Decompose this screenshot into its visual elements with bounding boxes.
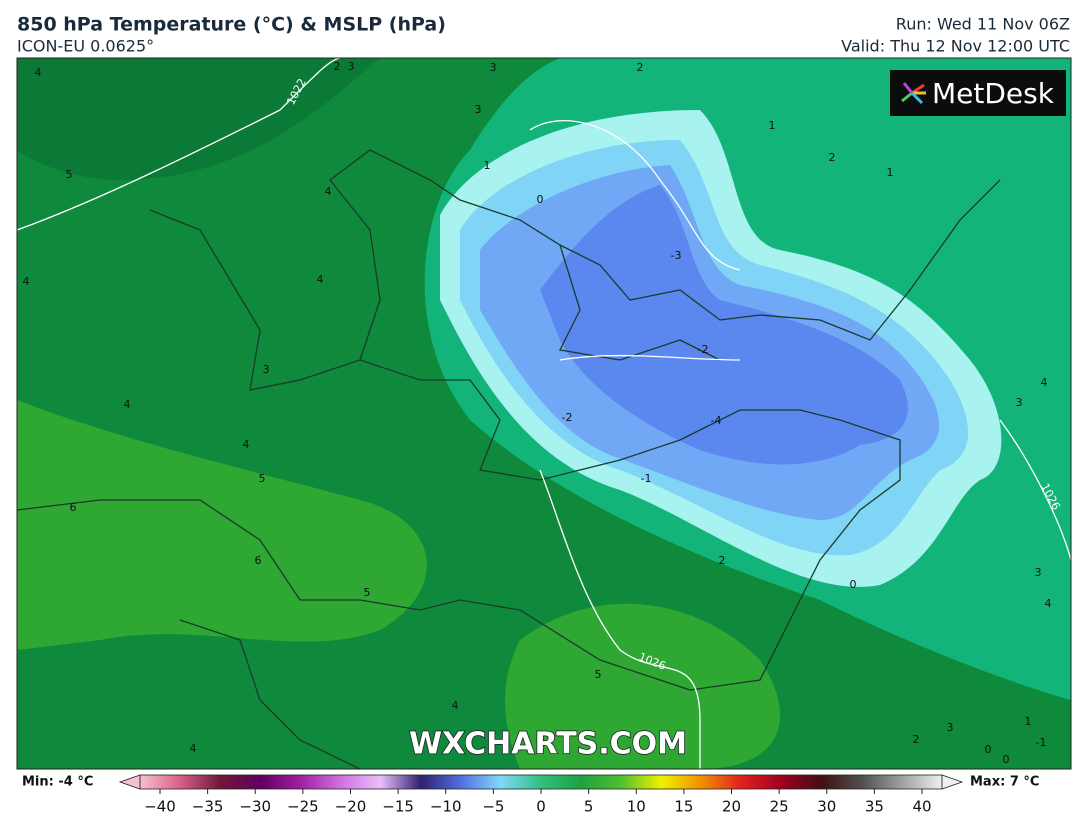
contour-label: 1 bbox=[1025, 715, 1032, 728]
contour-label: 4 bbox=[452, 699, 459, 712]
contour-label: 0 bbox=[850, 578, 857, 591]
colorbar-tick-label: −15 bbox=[382, 798, 414, 816]
contour-label: 2 bbox=[637, 61, 644, 74]
contour-label: 3 bbox=[1035, 566, 1042, 579]
watermark: WXCHARTS.COM bbox=[409, 727, 687, 762]
colorbar-tick-label: −5 bbox=[482, 798, 504, 816]
contour-label: 3 bbox=[263, 363, 270, 376]
contour-label: 4 bbox=[243, 438, 250, 451]
colorbar-tick-label: 30 bbox=[817, 798, 836, 816]
colorbar-end bbox=[941, 774, 964, 790]
valid-time: Valid: Thu 12 Nov 12:00 UTC bbox=[841, 37, 1070, 56]
warm-zone bbox=[505, 603, 780, 769]
contour-label: 6 bbox=[70, 501, 77, 514]
max-label: Max: 7 °C bbox=[970, 775, 1039, 790]
contour-label: 0 bbox=[1003, 753, 1010, 766]
contour-label: 1 bbox=[769, 119, 776, 132]
contour-label: -1 bbox=[641, 472, 652, 485]
contour-label: 2 bbox=[829, 151, 836, 164]
map-frame bbox=[16, 57, 1072, 770]
contour-label: 5 bbox=[66, 168, 73, 181]
colorbar-tick-label: −10 bbox=[430, 798, 462, 816]
colorbar-tick-label: 35 bbox=[865, 798, 884, 816]
contour-label: 1 bbox=[484, 159, 491, 172]
contour-label: 3 bbox=[947, 721, 954, 734]
contour-label: 5 bbox=[364, 586, 371, 599]
contour-label: 5 bbox=[595, 668, 602, 681]
contour-label: 5 bbox=[259, 472, 266, 485]
colorbar-tick-label: −40 bbox=[144, 798, 176, 816]
colorbar-tick-label: 25 bbox=[770, 798, 789, 816]
contour-label: 4 bbox=[35, 66, 42, 79]
contour-label: 3 bbox=[475, 103, 482, 116]
logo-icon bbox=[901, 82, 926, 105]
contour-label: 3 bbox=[1016, 396, 1023, 409]
colorbar-tick-label: 10 bbox=[627, 798, 646, 816]
contour-label: 2 bbox=[719, 554, 726, 567]
contour-label: 2 bbox=[334, 60, 341, 73]
min-label: Min: -4 °C bbox=[22, 775, 93, 790]
colorbar: −40 −35 −30 −25 −20 −15 −10 −5 0 5 10 15 20 25 30 35 40 bbox=[118, 774, 964, 816]
cool-zone bbox=[17, 58, 380, 180]
warm-zone bbox=[17, 400, 427, 650]
colorbar-tick-label: 40 bbox=[912, 798, 931, 816]
contour-label: 0 bbox=[985, 743, 992, 756]
colorbar-end bbox=[118, 774, 141, 790]
contour-label: 4 bbox=[124, 398, 131, 411]
contour-label: 4 bbox=[190, 742, 197, 755]
colorbar-tick-label: −30 bbox=[239, 798, 271, 816]
contour-label: 3 bbox=[348, 60, 355, 73]
subtitle: ICON-EU 0.0625° bbox=[17, 37, 154, 56]
contour-label: 1 bbox=[887, 166, 894, 179]
colorbar-scale bbox=[139, 774, 943, 790]
contour-label: 4 bbox=[1041, 376, 1048, 389]
logo: MetDesk bbox=[932, 77, 1055, 110]
contour-label: 6 bbox=[255, 554, 262, 567]
contour-label: -3 bbox=[671, 249, 682, 262]
contour-label: 3 bbox=[490, 61, 497, 74]
contour-label: -4 bbox=[711, 414, 722, 427]
colorbar-tick-label: 15 bbox=[674, 798, 693, 816]
coldest-zone bbox=[540, 185, 908, 465]
map: MetDesk WXCHARTS.COM bbox=[16, 57, 1072, 770]
contour-label: 4 bbox=[23, 275, 30, 288]
colorbar-tick-label: 20 bbox=[722, 798, 741, 816]
contour-label: 0 bbox=[537, 193, 544, 206]
title: 850 hPa Temperature (°C) & MSLP (hPa) bbox=[17, 14, 446, 36]
contour-label: -2 bbox=[562, 411, 573, 424]
colorbar-tick-label: 5 bbox=[584, 798, 594, 816]
run-time: Run: Wed 11 Nov 06Z bbox=[896, 15, 1070, 34]
contour-label: -2 bbox=[698, 343, 709, 356]
colorbar-tick-label: −25 bbox=[287, 798, 319, 816]
colorbar-tick-label: 0 bbox=[536, 798, 546, 816]
colorbar-tick-label: −35 bbox=[192, 798, 224, 816]
contour-label: 4 bbox=[325, 185, 332, 198]
contour-label: 4 bbox=[1045, 597, 1052, 610]
contour-label: 2 bbox=[913, 733, 920, 746]
contour-label: 4 bbox=[317, 273, 324, 286]
colorbar-tick-label: −20 bbox=[335, 798, 367, 816]
contour-label: -1 bbox=[1036, 736, 1047, 749]
